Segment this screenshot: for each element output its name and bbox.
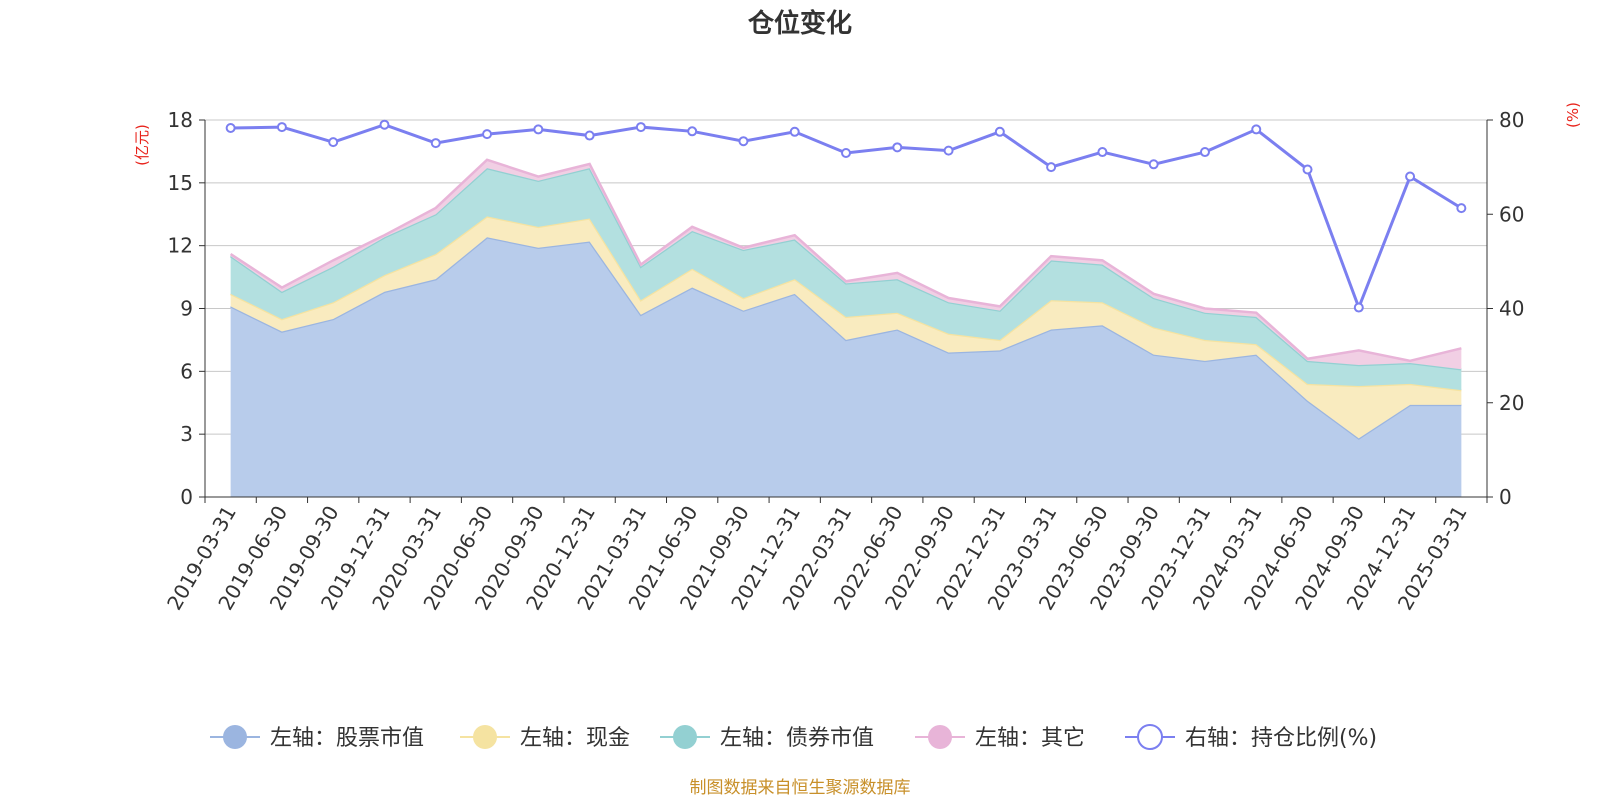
legend-marker — [473, 725, 497, 749]
ratio-point — [276, 122, 287, 133]
ratio-point — [1251, 124, 1262, 135]
ratio-point — [892, 142, 903, 153]
ratio-point — [943, 145, 954, 156]
ratio-point — [1148, 159, 1159, 170]
ratio-point — [635, 122, 646, 133]
legend-label: 左轴：股票市值 — [270, 726, 424, 751]
ratio-point — [430, 138, 441, 149]
ratio-point — [1302, 164, 1313, 175]
ratio-point — [379, 119, 390, 130]
left-axis-tick-label: 9 — [180, 297, 193, 321]
position-ratio-line — [225, 119, 1467, 313]
left-axis-tick-label: 18 — [168, 108, 193, 132]
legend-label: 左轴：现金 — [520, 726, 630, 751]
right-axis-tick-label: 20 — [1499, 391, 1524, 415]
ratio-point — [328, 137, 339, 148]
legend-label: 右轴：持仓比例(%) — [1185, 726, 1377, 751]
ratio-point — [738, 136, 749, 147]
ratio-point — [1405, 171, 1416, 182]
ratio-point — [789, 126, 800, 137]
ratio-point — [1456, 203, 1467, 214]
ratio-point — [225, 123, 236, 134]
area-edge-左轴：其它 — [229, 158, 1462, 363]
ratio-point — [1097, 147, 1108, 158]
left-axis-tick-label: 0 — [180, 485, 193, 509]
legend-marker — [223, 725, 247, 749]
chart-title: 仓位变化 — [747, 8, 852, 39]
area-左轴：现金 — [230, 216, 1462, 439]
right-axis-unit: (%) — [1564, 102, 1582, 128]
left-axis-unit: (亿元) — [133, 124, 151, 166]
ratio-point — [687, 126, 698, 137]
ratio-point — [533, 124, 544, 135]
ratio-point — [1353, 302, 1364, 313]
ratio-point — [1199, 147, 1210, 158]
left-axis-tick-label: 3 — [180, 422, 193, 446]
left-axis-tick-label: 12 — [168, 234, 193, 258]
stacked-areas — [229, 158, 1462, 498]
area-edge-左轴：股票市值 — [230, 235, 1462, 440]
ratio-point — [994, 126, 1005, 137]
right-axis-tick-label: 0 — [1499, 485, 1512, 509]
left-axis-tick-label: 15 — [168, 171, 193, 195]
area-左轴：债券市值 — [230, 168, 1462, 391]
area-左轴：股票市值 — [230, 237, 1462, 498]
legend-marker — [673, 725, 697, 749]
ratio-point — [584, 130, 595, 141]
legend: 左轴：股票市值 左轴：现金 左轴：债券市值 左轴：其它 右轴：持仓比例(%) — [210, 724, 1377, 751]
right-axis-tick-label: 60 — [1499, 202, 1524, 226]
legend-label: 左轴：债券市值 — [720, 726, 874, 751]
right-axis-tick-label: 40 — [1499, 297, 1524, 321]
ratio-point — [841, 147, 851, 158]
legend-label: 左轴：其它 — [975, 726, 1085, 751]
legend-marker — [928, 725, 952, 749]
ratio-point — [482, 129, 493, 140]
right-axis-tick-label: 80 — [1499, 108, 1524, 132]
left-axis-tick-label: 6 — [180, 359, 193, 383]
ratio-point — [1046, 162, 1057, 173]
data-source-note: 制图数据来自恒生聚源数据库 — [690, 778, 911, 798]
legend-marker — [1137, 724, 1163, 750]
